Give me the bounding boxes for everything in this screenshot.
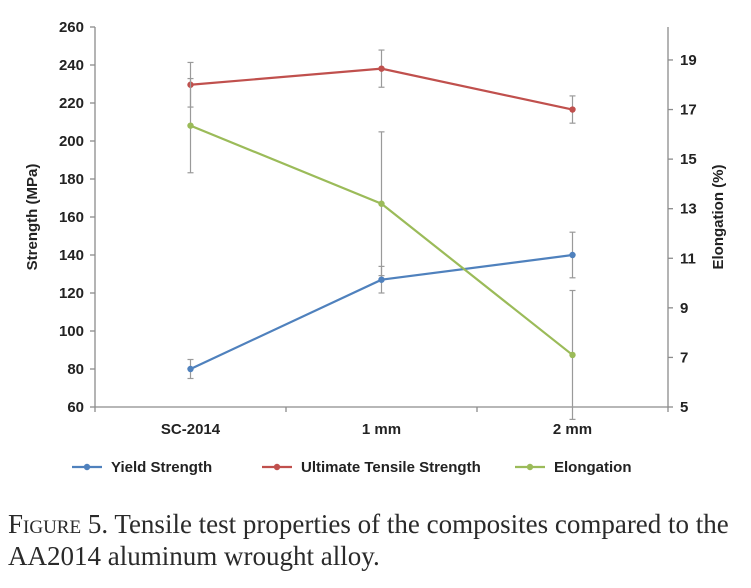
legend-swatch-marker <box>526 463 534 471</box>
legend-item: Yield Strength <box>72 459 212 476</box>
left-y-tick-label: 140 <box>59 247 84 264</box>
left-y-tick-label: 100 <box>59 323 84 340</box>
data-point <box>569 106 576 113</box>
chart: 60 80 100 120 140 160 180 200 220 240 260 5 7 9 11 13 1… <box>24 19 727 476</box>
legend-item: Ultimate Tensile Strength <box>262 459 481 476</box>
data-point <box>378 276 385 283</box>
data-point <box>187 122 194 129</box>
data-point <box>378 65 385 72</box>
data-point <box>569 351 576 359</box>
x-tick-label: 2 mm <box>553 421 592 438</box>
left-y-axis-title: Strength (MPa) <box>24 164 41 271</box>
legend-swatch-marker <box>83 463 91 471</box>
x-tick-label: SC-2014 <box>161 421 221 438</box>
left-y-tick-label: 120 <box>59 285 84 302</box>
figure-caption: Figure 5. Tensile test properties of the… <box>8 508 748 572</box>
series-2 <box>187 77 576 420</box>
left-y-tick-label: 200 <box>59 133 84 150</box>
left-y-tick-label: 240 <box>59 57 84 74</box>
left-y-tick-label: 60 <box>67 399 84 416</box>
caption-text: Tensile test properties of the composite… <box>8 509 729 571</box>
series-1 <box>187 49 576 124</box>
data-point <box>569 251 576 259</box>
right-y-tick-label: 19 <box>680 52 697 69</box>
legend-label: Ultimate Tensile Strength <box>301 459 481 476</box>
right-y-axis-ticks: 5 7 9 11 13 15 17 19 <box>668 52 697 416</box>
right-y-tick-label: 13 <box>680 201 697 218</box>
left-y-tick-label: 160 <box>59 209 84 226</box>
data-point <box>187 365 194 373</box>
caption-label: Figure 5. <box>8 509 109 539</box>
series-0 <box>187 231 576 380</box>
legend: Yield Strength Ultimate Tensile Strength E… <box>72 459 632 476</box>
data-point <box>378 200 385 207</box>
right-y-tick-label: 17 <box>680 102 697 119</box>
right-y-tick-label: 15 <box>680 151 697 168</box>
left-y-tick-label: 260 <box>59 19 84 36</box>
left-y-axis-ticks: 60 80 100 120 140 160 180 200 220 240 260 <box>59 19 95 416</box>
right-y-tick-label: 9 <box>680 300 688 317</box>
right-y-tick-label: 5 <box>680 399 688 416</box>
legend-label: Yield Strength <box>111 459 212 476</box>
legend-item: Elongation <box>515 459 632 476</box>
right-y-tick-label: 11 <box>680 250 696 267</box>
legend-label: Elongation <box>554 459 632 476</box>
x-axis-ticks: SC-2014 1 mm 2 mm <box>94 407 669 438</box>
right-y-tick-label: 7 <box>680 349 688 366</box>
series-layer <box>187 49 576 420</box>
left-y-tick-label: 220 <box>59 95 84 112</box>
left-y-tick-label: 80 <box>67 361 84 378</box>
legend-swatch-marker <box>273 463 281 471</box>
x-tick-label: 1 mm <box>362 421 401 438</box>
left-y-tick-label: 180 <box>59 171 84 188</box>
right-y-axis-title: Elongation (%) <box>710 165 727 270</box>
